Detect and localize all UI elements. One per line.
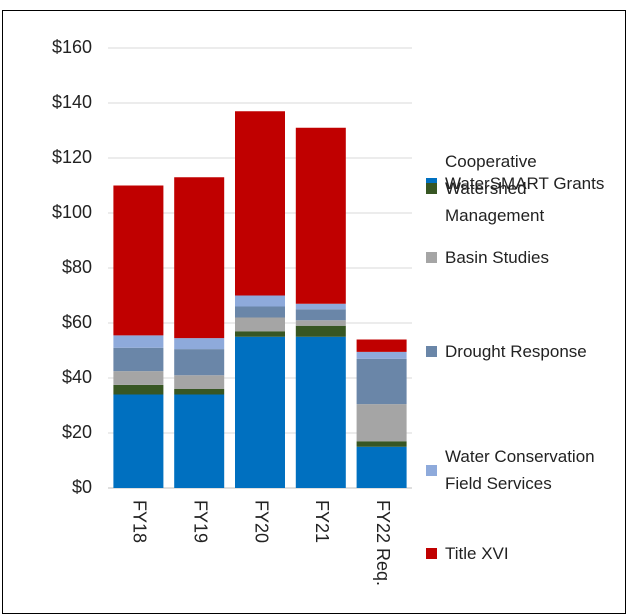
bar-segment — [235, 317, 285, 332]
y-tick-label: $40 — [62, 367, 92, 387]
bar-segment — [174, 338, 225, 350]
bar-segment — [235, 331, 285, 337]
legend-entry: Cooperative Watershed Management — [426, 148, 620, 229]
bar-segment — [113, 371, 164, 385]
legend-swatch — [426, 464, 437, 476]
bar-segment — [174, 375, 225, 389]
bar-segment — [295, 303, 346, 310]
bar-segment — [356, 441, 407, 447]
y-tick-label: $0 — [72, 477, 92, 497]
bar-segment — [295, 325, 346, 337]
legend-entry: Water Conservation Field Services — [426, 443, 620, 497]
bar-segment — [295, 336, 346, 488]
x-tick-label: FY18 — [130, 500, 150, 543]
legend-label: Title XVI — [445, 543, 509, 563]
bar-segment — [113, 347, 164, 372]
legend-entry: Basin Studies — [426, 244, 620, 271]
bar-segment — [235, 295, 285, 307]
bar-segment — [295, 320, 346, 326]
legend-label: Drought Response — [445, 341, 587, 361]
legend-swatch — [426, 251, 437, 263]
bar-segment — [174, 389, 225, 395]
y-tick-label: $120 — [52, 147, 92, 167]
bar-segment — [113, 185, 164, 336]
legend-entry: Title XVI — [426, 540, 620, 567]
legend-label: WaterSMART Grants — [445, 173, 605, 193]
x-tick-label: FY19 — [190, 500, 210, 543]
y-tick-label: $80 — [62, 257, 92, 277]
x-tick-label: FY21 — [312, 500, 332, 543]
x-tick-label: FY20 — [251, 500, 271, 543]
legend-label: Cooperative Watershed Management — [445, 151, 545, 225]
legend-swatch — [426, 345, 437, 357]
frame — [2, 10, 626, 614]
bar-segment — [356, 339, 407, 352]
bar-segment — [235, 306, 285, 318]
bar-segment — [113, 394, 164, 488]
y-tick-label: $100 — [52, 202, 92, 222]
legend-swatch — [426, 182, 437, 194]
y-tick-label: $20 — [62, 422, 92, 442]
bar-segment — [356, 358, 407, 405]
bar-segment — [174, 349, 225, 376]
y-tick-label: $60 — [62, 312, 92, 332]
x-tick-label: FY22 Req. — [373, 500, 393, 586]
legend-label: Basin Studies — [445, 247, 549, 267]
legend-swatch — [426, 547, 437, 559]
legend-entry: Drought Response — [426, 338, 620, 365]
y-tick-label: $160 — [52, 37, 92, 57]
bar-segment — [356, 446, 407, 488]
bar-segment — [295, 309, 346, 321]
bar-segment — [113, 384, 164, 395]
bar-segment — [356, 404, 407, 442]
bar-segment — [356, 351, 407, 359]
y-tick-label: $140 — [52, 92, 92, 112]
bar-segment — [113, 335, 164, 348]
bar-segment — [174, 177, 225, 339]
legend-label: Water Conservation Field Services — [445, 447, 595, 493]
bar-segment — [235, 111, 285, 296]
bar-segment — [235, 336, 285, 488]
bar-segment — [295, 127, 346, 304]
bar-segment — [174, 394, 225, 488]
